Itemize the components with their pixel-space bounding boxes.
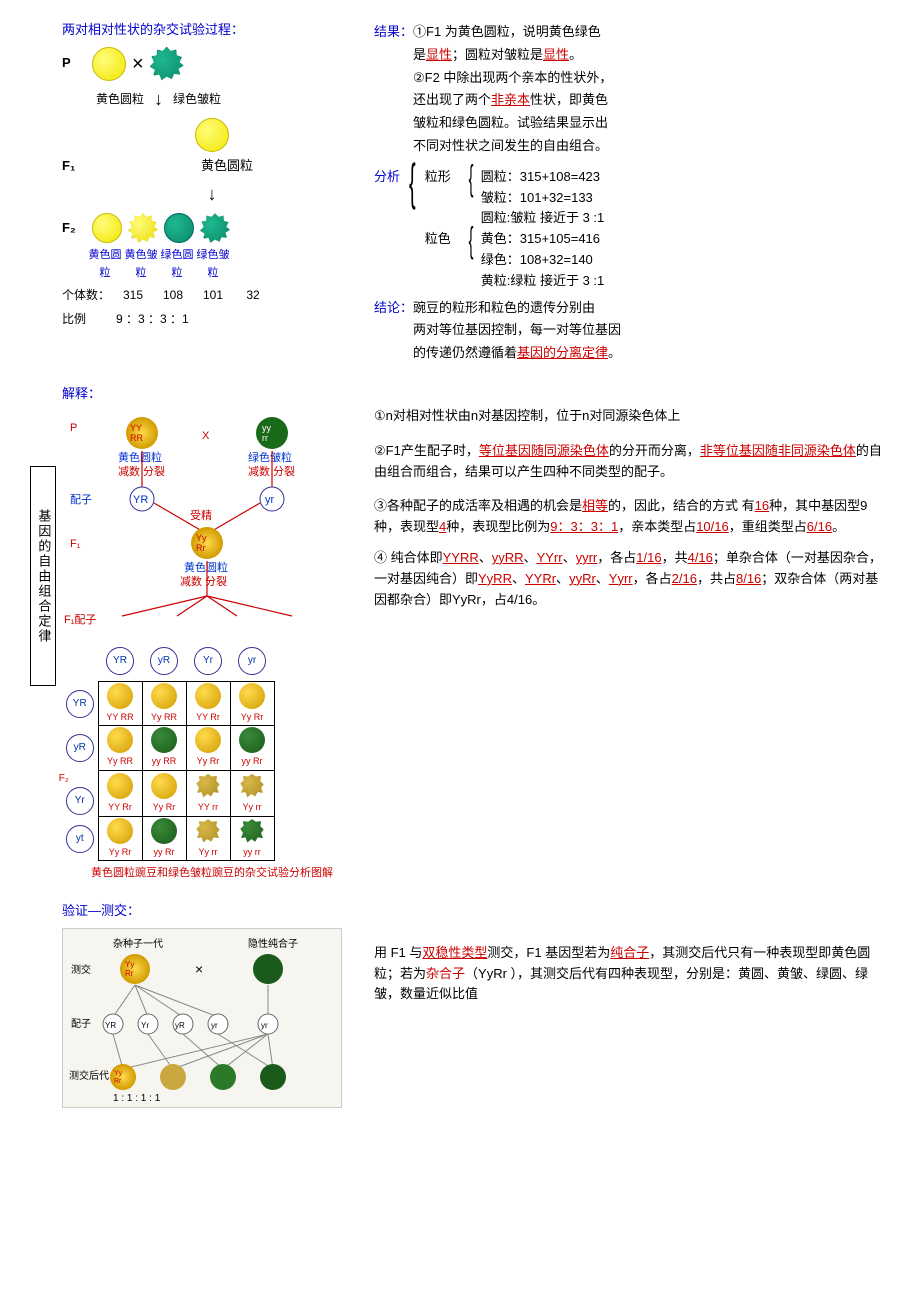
punnett-caption: 黄色圆粒豌豆和绿色皱粒豌豆的杂交试验分析图解 — [62, 865, 362, 883]
svg-text:Rr: Rr — [125, 969, 134, 978]
svg-text:P: P — [70, 422, 77, 434]
c3: 32 — [236, 286, 270, 305]
label-F2: F₂ — [62, 218, 86, 239]
svg-text:Yy: Yy — [114, 1070, 123, 1077]
count-label: 个体数： — [62, 286, 110, 305]
sidebar-vertical-title: 基因的自由组合定律 — [30, 466, 56, 686]
svg-text:F₁: F₁ — [70, 538, 81, 550]
svg-text:受精: 受精 — [190, 509, 212, 522]
c2: 101 — [196, 286, 230, 305]
svg-text:yr: yr — [211, 1021, 218, 1030]
p-left-label: 黄色圆粒 — [92, 90, 148, 109]
main-content: 两对相对性状的杂交试验过程： P × 黄色圆粒 ↓ 绿色皱粒 F₁ — [62, 20, 890, 1132]
svg-text:1 : 1 : 1 : 1: 1 : 1 : 1 : 1 — [113, 1093, 161, 1104]
svg-text:YR: YR — [105, 1021, 116, 1030]
f2-gr-icon — [164, 213, 194, 243]
svg-text:RR: RR — [130, 433, 143, 443]
svg-text:绿色皱粒: 绿色皱粒 — [248, 450, 292, 464]
svg-text:Rr: Rr — [196, 543, 206, 553]
section-testcross: 验证—测交： 杂种子一代 隐性纯合子 YyRr × 测交 配子 YR Yr yR… — [62, 901, 890, 1115]
explain-right: ①n对相对性状由n对基因控制，位于n对同源染色体上 ②F1产生配子时，等位基因随… — [374, 384, 890, 883]
svg-text:Rr: Rr — [114, 1078, 122, 1085]
svg-text:F₁配子: F₁配子 — [64, 613, 96, 626]
cross-diagram-svg: P YYRR X yyrr 黄色圆粒 绿色皱粒 减数 分裂 减数 分裂 YR y… — [62, 411, 362, 631]
concl-hdr: 结论： — [374, 300, 413, 315]
svg-text:配子: 配子 — [71, 1018, 91, 1030]
ratio-value: 9 ：3 ：3 ：1 — [116, 310, 189, 329]
c1: 108 — [156, 286, 190, 305]
svg-text:X: X — [202, 430, 210, 442]
f1-pea-icon — [195, 118, 229, 152]
label-F1: F₁ — [62, 156, 86, 177]
svg-text:减数 分裂: 减数 分裂 — [180, 575, 227, 588]
result-hdr: 结果： — [374, 24, 413, 39]
f2-l3: 绿色皱粒 — [196, 247, 230, 282]
arrow-down-icon: ↓ — [62, 180, 362, 209]
explain-title: 解释： — [62, 384, 362, 405]
section-explain: 解释： P YYRR X yyrr 黄色圆粒 绿色皱粒 减数 分裂 减数 分裂 … — [62, 384, 890, 883]
testcross-title: 验证—测交： — [62, 901, 362, 922]
svg-text:配子: 配子 — [70, 493, 92, 506]
svg-text:黄色圆粒: 黄色圆粒 — [184, 560, 228, 574]
svg-text:yr: yr — [265, 494, 275, 506]
testcross-text: 用 F1 与双稳性类型测交，F1 基因型若为纯合子，其测交后代只有一种表现型即黄… — [374, 901, 890, 1115]
f1-label: 黄色圆粒 — [92, 156, 362, 177]
svg-text:yr: yr — [261, 1021, 268, 1030]
svg-text:YR: YR — [133, 494, 148, 506]
svg-text:rr: rr — [262, 433, 268, 443]
svg-text:测交后代: 测交后代 — [69, 1069, 109, 1082]
exp-title: 两对相对性状的杂交试验过程： — [62, 20, 362, 41]
svg-text:yy: yy — [262, 423, 272, 433]
f2-l1: 黄色皱粒 — [124, 247, 158, 282]
section-experiment: 两对相对性状的杂交试验过程： P × 黄色圆粒 ↓ 绿色皱粒 F₁ — [62, 20, 890, 366]
f2-gw-icon — [200, 213, 230, 243]
f2-yr-icon — [92, 213, 122, 243]
c0: 315 — [116, 286, 150, 305]
svg-text:×: × — [195, 961, 203, 977]
testcross-diagram: 杂种子一代 隐性纯合子 YyRr × 测交 配子 YR Yr yR yr yr — [62, 928, 342, 1108]
f2-yw-icon — [128, 213, 158, 243]
green-wrinkled-pea-icon — [150, 47, 184, 81]
analysis-hdr: 分析 — [374, 167, 400, 188]
svg-text:黄色圆粒: 黄色圆粒 — [118, 450, 162, 464]
cross-symbol: × — [132, 48, 144, 80]
svg-text:隐性纯合子: 隐性纯合子 — [248, 937, 298, 950]
svg-text:YY: YY — [130, 423, 142, 433]
f2-l0: 黄色圆粒 — [88, 247, 122, 282]
svg-text:Yr: Yr — [141, 1021, 149, 1030]
punnett-square: YR yR Yr yr YR YY RR Yy RR YY Rr Yy Rr y… — [62, 642, 275, 862]
yellow-round-pea-icon — [92, 47, 126, 81]
svg-text:Yy: Yy — [196, 533, 207, 543]
svg-text:测交: 测交 — [71, 963, 91, 976]
label-P: P — [62, 53, 86, 74]
svg-text:yR: yR — [175, 1021, 185, 1030]
result-column: 结果：①F1 为黄色圆粒，说明黄色绿色 是显性；圆粒对皱粒是显性。 ②F2 中除… — [374, 20, 890, 366]
arrow-down-icon: ↓ — [154, 85, 163, 114]
f2-l2: 绿色圆粒 — [160, 247, 194, 282]
svg-text:杂种子一代: 杂种子一代 — [113, 937, 163, 950]
ratio-label: 比例 — [62, 310, 110, 329]
svg-text:Yy: Yy — [125, 960, 134, 969]
p-right-label: 绿色皱粒 — [169, 90, 225, 109]
